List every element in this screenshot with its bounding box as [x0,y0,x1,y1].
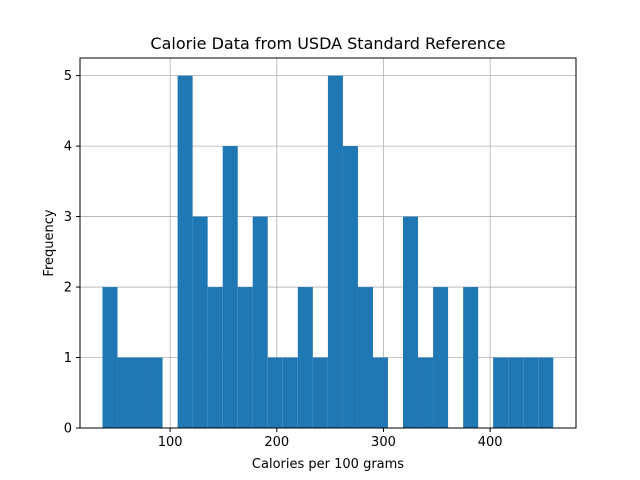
y-axis-ticks: 0 1 2 3 4 5 [64,69,80,437]
chart-title: Calorie Data from USDA Standard Referenc… [150,34,505,53]
histogram-bar-28 [523,357,539,428]
histogram-bar-6 [192,216,208,428]
histogram-bar-27 [508,357,524,428]
histogram-bar-16 [342,146,358,428]
histogram-bar-9 [237,287,253,428]
x-tick-label-0: 100 [158,435,183,450]
histogram-bar-29 [538,357,554,428]
y-tick-label-5: 5 [64,69,72,84]
y-tick-label-2: 2 [64,281,72,296]
plot-area-frame [79,57,577,429]
histogram-bar-22 [433,287,449,428]
histogram-bar-20 [402,216,419,428]
histogram-bar-5 [177,75,193,428]
histogram-bar-24 [463,287,479,428]
histogram-bar-2 [132,357,148,428]
histogram-bar-18 [372,357,388,428]
histogram-bar-10 [252,216,268,428]
histogram-bar-0 [102,287,118,428]
histogram-bar-21 [418,357,434,428]
x-tick-label-1: 200 [264,435,289,450]
histogram-bar-13 [297,287,313,428]
x-tick-label-3: 400 [478,435,503,450]
histogram-bar-14 [312,357,328,428]
y-tick-label-0: 0 [64,422,72,437]
histogram-bar-17 [357,287,373,428]
histogram-bar-7 [207,287,223,428]
histogram-bar-1 [117,357,133,428]
histogram-bar-15 [327,75,343,428]
histogram-bar-8 [222,146,238,428]
histogram-bars [102,75,554,428]
histogram-bar-3 [147,357,163,428]
histogram-bar-12 [282,357,298,428]
x-axis-label: Calories per 100 grams [252,457,404,472]
histogram-bar-11 [267,357,283,428]
y-axis-label: Frequency [42,209,57,276]
x-tick-label-2: 300 [371,435,396,450]
y-tick-label-3: 3 [64,210,72,225]
histogram-bar-26 [493,357,509,428]
y-tick-label-1: 1 [64,351,72,366]
y-tick-label-4: 4 [64,140,72,155]
x-axis-ticks: 100 200 300 400 [158,428,503,450]
